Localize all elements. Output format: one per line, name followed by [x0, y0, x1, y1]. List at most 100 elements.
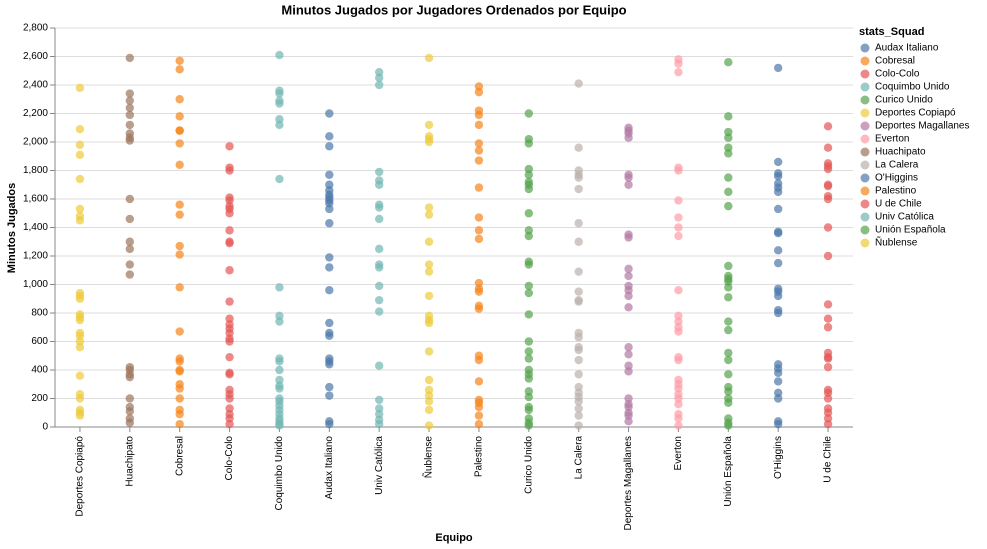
- point: [125, 53, 135, 63]
- point: [275, 99, 284, 108]
- point: [574, 184, 583, 194]
- point: [125, 270, 135, 279]
- point: [175, 95, 184, 104]
- point: [175, 327, 184, 336]
- point: [474, 377, 484, 386]
- point: [823, 194, 833, 204]
- point: [424, 267, 434, 276]
- point: [823, 143, 833, 152]
- point: [75, 294, 85, 303]
- point: [624, 173, 633, 182]
- x-tick-label: Deportes Magallanes: [623, 436, 634, 531]
- point: [325, 219, 334, 228]
- point: [325, 132, 334, 141]
- point: [125, 407, 135, 416]
- point: [325, 419, 334, 429]
- point: [275, 384, 284, 393]
- point: [724, 325, 733, 335]
- legend-swatch: [860, 147, 870, 157]
- point: [75, 394, 85, 403]
- point: [424, 203, 434, 212]
- point: [574, 287, 583, 296]
- legend-swatch: [860, 56, 870, 66]
- point: [574, 143, 583, 152]
- legend-label: La Calera: [875, 160, 919, 171]
- x-tick-label: Cobresal: [174, 436, 185, 476]
- point: [823, 419, 833, 429]
- point: [524, 354, 534, 363]
- x-tick-label: Univ Católica: [374, 436, 385, 495]
- x-tick-label: Huachipato: [124, 436, 135, 487]
- legend-label: Huachipato: [875, 147, 926, 158]
- point: [524, 281, 534, 291]
- point: [424, 397, 434, 406]
- legend-label: Deportes Magallanes: [875, 121, 970, 132]
- y-tick-label: 1,200: [23, 251, 48, 262]
- point: [75, 150, 85, 160]
- point: [225, 209, 234, 218]
- point: [474, 234, 484, 244]
- point: [125, 120, 135, 130]
- point: [524, 337, 534, 346]
- point: [474, 213, 484, 222]
- legend-swatch: [860, 69, 870, 79]
- point: [524, 109, 534, 118]
- point: [125, 418, 135, 427]
- y-tick-label: 2,800: [23, 23, 48, 34]
- x-tick-label: Palestino: [474, 436, 485, 478]
- point: [724, 261, 733, 271]
- point: [574, 267, 583, 276]
- point: [474, 419, 484, 429]
- point: [125, 244, 135, 254]
- point: [724, 187, 733, 197]
- point: [724, 201, 733, 211]
- point: [325, 331, 334, 340]
- point: [225, 352, 234, 362]
- legend-label: Coquimbo Unido: [875, 82, 950, 93]
- point: [225, 297, 234, 306]
- point: [574, 219, 583, 228]
- point: [823, 122, 833, 131]
- legend-label: Audax Italiano: [875, 43, 939, 54]
- point: [574, 79, 583, 88]
- point: [374, 307, 384, 316]
- point: [773, 157, 783, 167]
- point: [474, 304, 484, 313]
- point: [474, 87, 484, 97]
- point: [175, 250, 184, 259]
- legend-label: Unión Española: [875, 225, 946, 236]
- point: [125, 214, 135, 224]
- point: [624, 271, 633, 281]
- legend-swatch: [860, 160, 870, 170]
- point: [125, 372, 135, 382]
- legend-swatch: [860, 199, 870, 209]
- x-tick-label: Coquimbo Unido: [274, 436, 285, 511]
- y-tick-label: 1,800: [23, 165, 48, 176]
- point: [175, 357, 184, 366]
- point: [374, 203, 384, 212]
- point: [424, 318, 434, 328]
- legend-swatch: [860, 121, 870, 131]
- point: [574, 355, 583, 365]
- point: [524, 405, 534, 415]
- point: [773, 377, 783, 386]
- point: [724, 387, 733, 396]
- point: [424, 375, 434, 385]
- point: [574, 297, 583, 306]
- point: [225, 337, 234, 346]
- point: [574, 237, 583, 246]
- point: [474, 183, 484, 192]
- legend-label: Everton: [875, 134, 909, 145]
- x-tick-label: La Calera: [573, 436, 584, 480]
- point: [624, 350, 633, 359]
- point: [624, 180, 633, 189]
- point: [75, 411, 85, 420]
- legend-label: O'Higgins: [875, 173, 918, 184]
- legend-label: Ñublense: [875, 236, 918, 249]
- point: [674, 213, 683, 222]
- legend-label: Palestino: [875, 186, 917, 197]
- point: [773, 419, 783, 429]
- y-tick-label: 1,600: [23, 194, 48, 205]
- point: [374, 419, 384, 429]
